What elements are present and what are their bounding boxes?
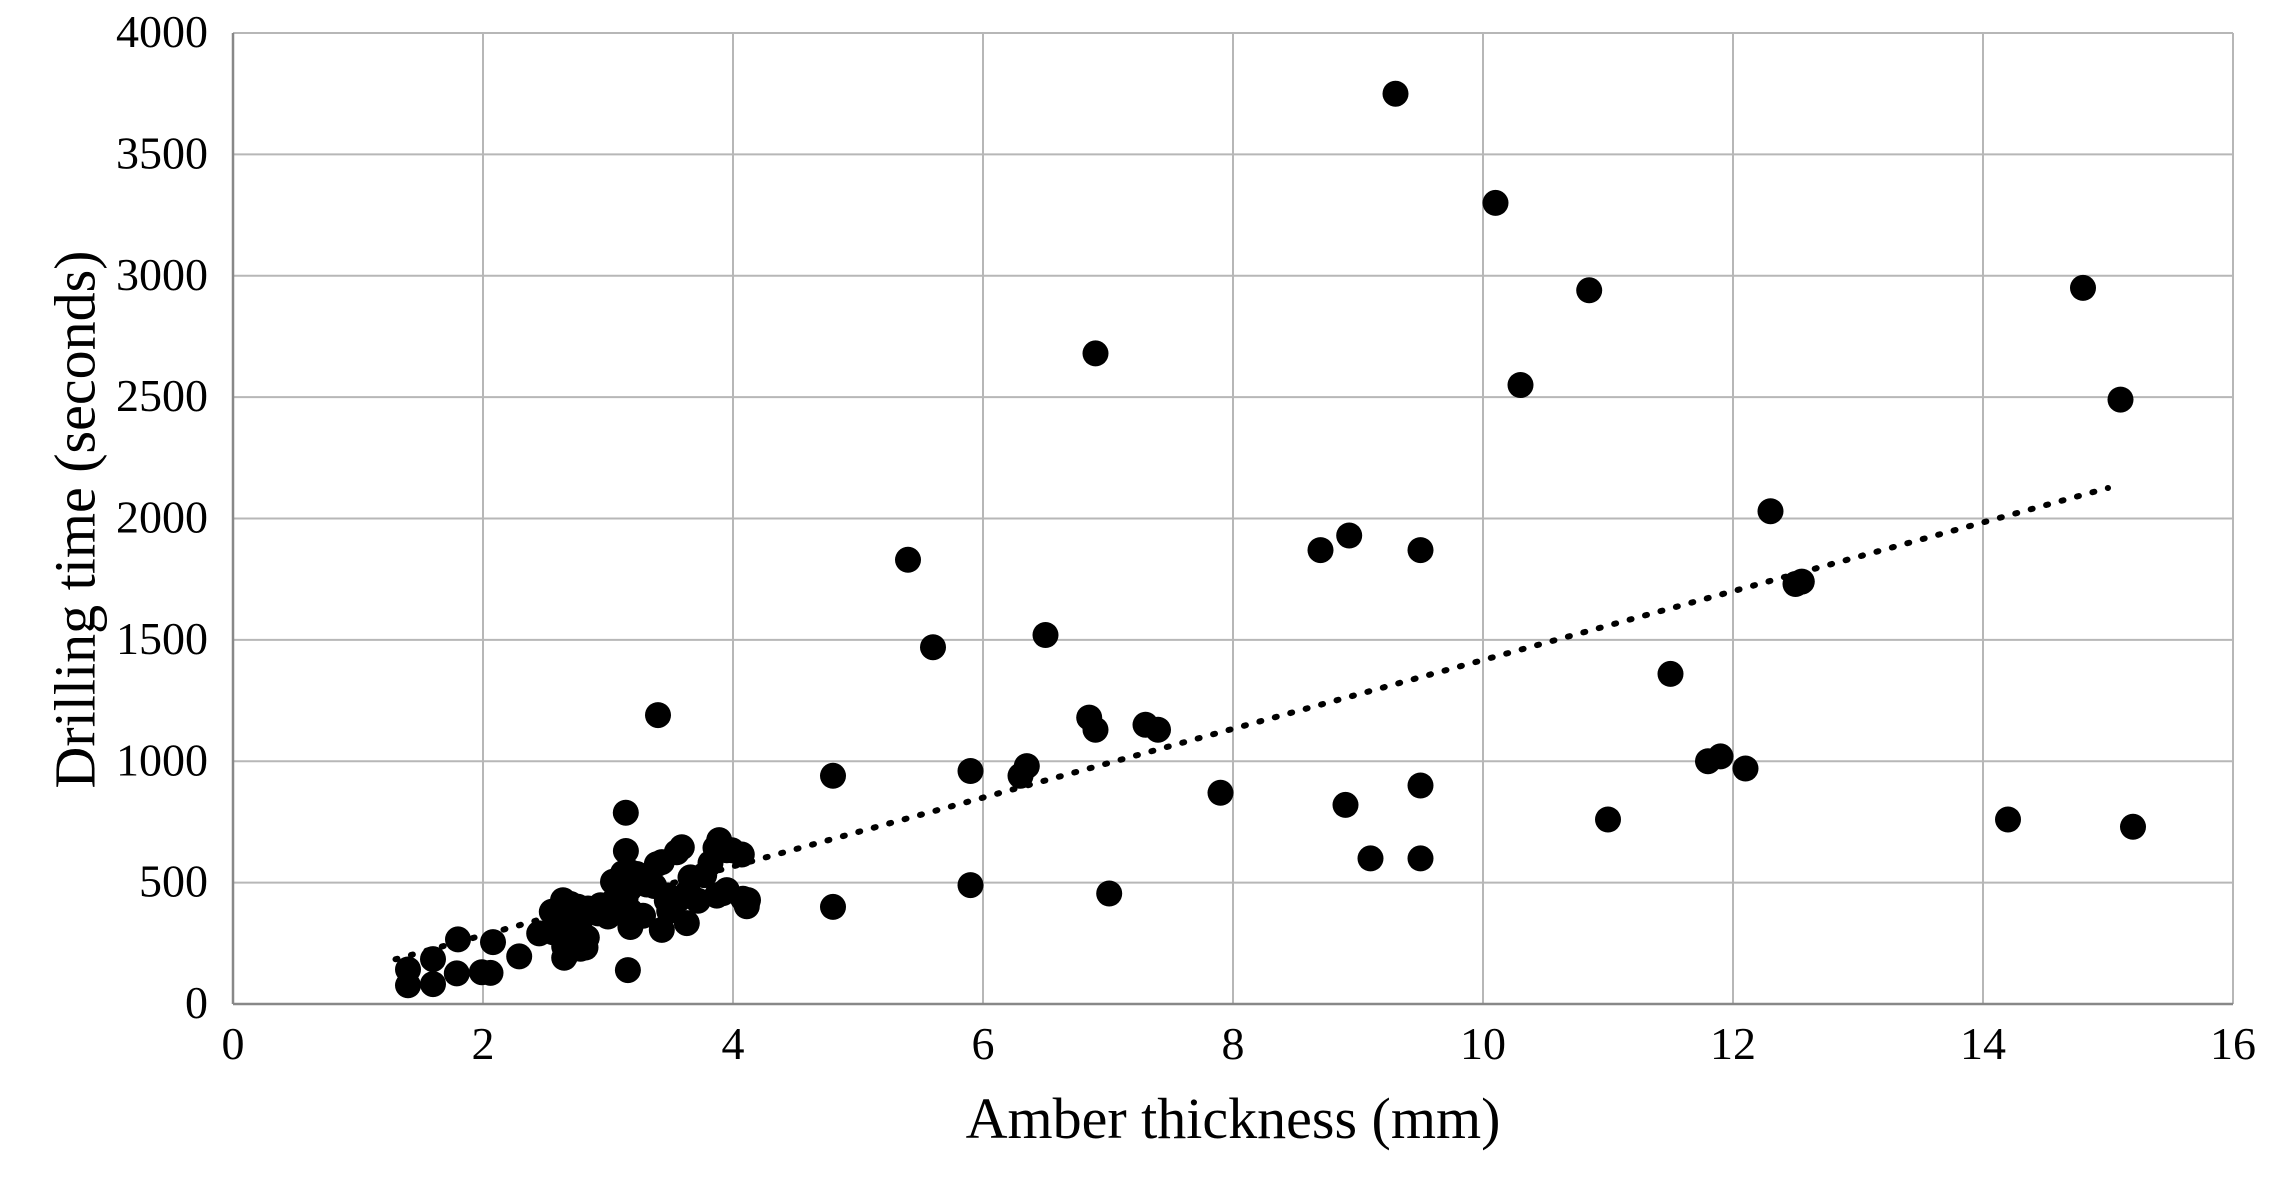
svg-text:12: 12: [1710, 1018, 1756, 1069]
svg-text:14: 14: [1960, 1018, 2006, 1069]
svg-text:2000: 2000: [116, 492, 208, 543]
svg-text:3500: 3500: [116, 127, 208, 178]
svg-text:0: 0: [222, 1018, 245, 1069]
svg-text:4000: 4000: [116, 6, 208, 57]
svg-text:6: 6: [972, 1018, 995, 1069]
svg-text:2500: 2500: [116, 370, 208, 421]
svg-text:500: 500: [139, 856, 208, 907]
svg-text:1000: 1000: [116, 734, 208, 785]
svg-text:4: 4: [722, 1018, 745, 1069]
svg-text:1500: 1500: [116, 613, 208, 664]
svg-text:3000: 3000: [116, 249, 208, 300]
svg-text:10: 10: [1460, 1018, 1506, 1069]
svg-text:2: 2: [472, 1018, 495, 1069]
svg-text:0: 0: [185, 977, 208, 1028]
svg-text:8: 8: [1222, 1018, 1245, 1069]
svg-text:16: 16: [2210, 1018, 2256, 1069]
